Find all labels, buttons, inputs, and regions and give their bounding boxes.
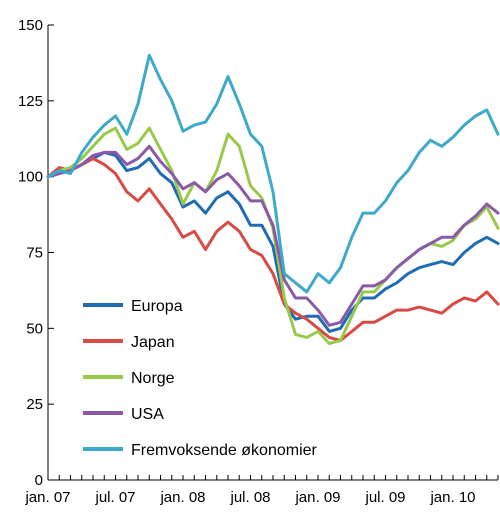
x-tick-label: jul. 08	[229, 489, 270, 506]
x-tick-label: jan. 10	[429, 489, 475, 506]
series-line-1	[46, 157, 500, 342]
legend: Europa Japan Norge USA Fremvoksende økonomie…	[83, 298, 318, 459]
x-tick-label: jan. 09	[294, 489, 340, 506]
y-tick-label: 25	[26, 396, 43, 413]
series-layer	[46, 53, 500, 345]
y-tick-label: 75	[26, 245, 43, 262]
x-tick-label: jul. 09	[364, 489, 405, 506]
axes: 0 25 50 75 100 125 150 jan. 07 jul. 07 jan. 08 jul…	[18, 17, 499, 506]
x-tick-label: jul. 07	[94, 489, 135, 506]
series-line-4	[46, 53, 500, 294]
y-tick-label: 125	[18, 93, 43, 110]
legend-label: Europa	[131, 298, 183, 315]
legend-label: Norge	[131, 370, 175, 387]
y-tick-label: 0	[35, 472, 43, 489]
legend-label: Fremvoksende økonomier	[131, 442, 318, 459]
series-line-3	[46, 144, 500, 327]
legend-label: USA	[131, 406, 164, 423]
x-tick-label: jan. 08	[159, 489, 205, 506]
y-tick-label: 50	[26, 320, 43, 337]
x-tick-label: jan. 07	[24, 489, 70, 506]
series-line-0	[46, 150, 500, 333]
legend-label: Japan	[131, 334, 175, 351]
y-tick-label: 100	[18, 169, 43, 186]
y-tick-label: 150	[18, 17, 43, 34]
